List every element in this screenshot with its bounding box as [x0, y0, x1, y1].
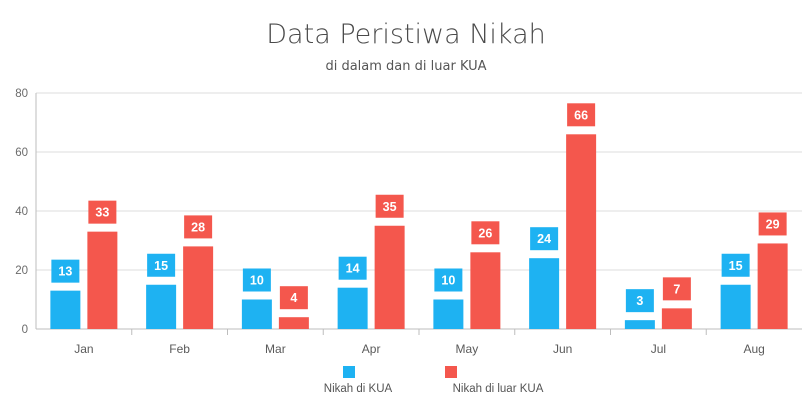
data-label: 28: [191, 220, 205, 234]
data-label: 26: [478, 226, 492, 240]
bar: [87, 231, 118, 329]
data-label-box: [147, 253, 176, 277]
bar: [757, 243, 788, 329]
data-label-box: [184, 215, 213, 239]
legend-swatch: [343, 366, 355, 378]
y-tick-label: 80: [15, 88, 28, 100]
y-tick-label: 20: [15, 265, 28, 277]
bar: [50, 290, 81, 329]
data-label-box: [375, 194, 404, 218]
x-tick-label: Jul: [651, 342, 666, 356]
bar: [278, 317, 309, 329]
bar: [433, 299, 464, 329]
legend-label: Nikah di luar KUA: [453, 383, 544, 395]
bar: [374, 225, 405, 329]
x-tick-label: May: [456, 342, 479, 356]
y-tick-label: 60: [15, 147, 28, 159]
data-label-box: [242, 268, 271, 292]
data-label: 29: [766, 217, 780, 231]
x-tick-label: Mar: [265, 342, 286, 356]
data-label-box: [662, 277, 691, 301]
x-tick-label: Jan: [74, 342, 93, 356]
data-label-box: [88, 200, 117, 224]
bar: [470, 252, 501, 329]
data-label-box: [625, 289, 654, 313]
data-label: 10: [441, 274, 455, 288]
data-label-box: [471, 221, 500, 245]
data-label-box: [758, 212, 787, 236]
data-label-box: [279, 286, 308, 310]
data-label: 14: [346, 262, 360, 276]
data-label-box: [567, 103, 596, 127]
bar: [661, 308, 692, 329]
data-label: 15: [154, 259, 168, 273]
bar: [241, 299, 272, 329]
bar: [624, 320, 655, 329]
bar: [183, 246, 214, 329]
data-label-box: [721, 253, 750, 277]
data-labels: 13 33 15 28 10 4 14 35 10 26 24 66 3 7 15 29: [51, 103, 787, 313]
bar: [529, 258, 560, 329]
data-label: 15: [729, 259, 743, 273]
x-tick-label: Feb: [169, 342, 190, 356]
bars: [50, 134, 788, 329]
data-label-box: [530, 227, 559, 251]
y-tick-label: 0: [22, 324, 28, 336]
bar: [146, 284, 177, 329]
x-tick-label: Aug: [743, 342, 764, 356]
data-label: 35: [383, 200, 397, 214]
data-label: 10: [250, 274, 264, 288]
y-tick-label: 40: [15, 206, 28, 218]
grid-lines: [36, 92, 802, 271]
data-label-box: [434, 268, 463, 292]
data-label: 33: [95, 206, 109, 220]
data-label: 4: [290, 291, 297, 305]
legend: Nikah di KUA Nikah di luar KUA: [324, 366, 544, 395]
data-label: 13: [58, 265, 72, 279]
bar: [566, 134, 597, 329]
data-label-box: [51, 259, 80, 283]
data-label: 24: [537, 232, 551, 246]
data-label: 3: [636, 294, 643, 308]
legend-swatch: [445, 366, 457, 378]
data-label-box: [338, 256, 367, 280]
chart-subtitle: di dalam dan di luar KUA: [325, 59, 486, 74]
x-tick-label: Jun: [553, 342, 572, 356]
bar: [720, 284, 751, 329]
data-label: 66: [574, 108, 588, 122]
data-label: 7: [673, 282, 680, 296]
x-tick-label: Apr: [362, 342, 381, 356]
legend-label: Nikah di KUA: [324, 383, 393, 395]
bar: [337, 287, 368, 329]
chart-title: Data Peristiwa Nikah: [266, 19, 545, 50]
